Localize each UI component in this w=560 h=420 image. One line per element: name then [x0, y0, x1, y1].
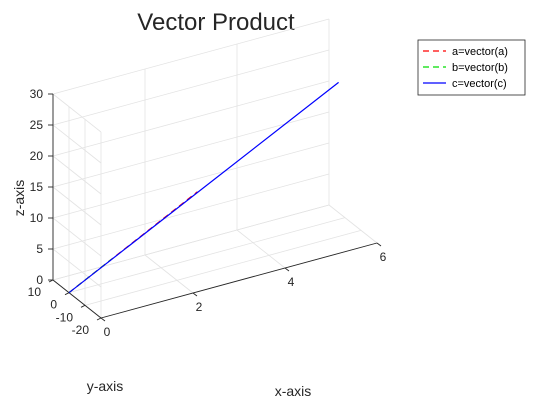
- x-tick-mark: [284, 267, 290, 272]
- grid-line: [68, 217, 346, 294]
- y-tick-mark: [96, 317, 102, 321]
- x-tick-mark: [376, 242, 382, 247]
- x-axis-line: [100, 242, 378, 319]
- x-tick-label: 4: [288, 275, 295, 289]
- grid-line: [144, 254, 194, 294]
- legend-label: c=vector(c): [452, 78, 507, 90]
- z-tick-label: 5: [36, 242, 43, 256]
- legend-label: a=vector(a): [452, 46, 508, 58]
- grid-line: [52, 217, 102, 257]
- y-tick-label: -20: [72, 323, 90, 337]
- z-tick-label: 15: [30, 180, 44, 194]
- y-tick-mark: [64, 292, 70, 296]
- legend: a=vector(a) b=vector(b) c=vector(c): [417, 39, 526, 96]
- x-tick-mark: [100, 317, 106, 322]
- x-tick-mark: [192, 292, 198, 297]
- x-tick-label: 2: [196, 300, 203, 314]
- z-axis-label: z-axis: [11, 180, 27, 217]
- grid-line: [52, 248, 102, 288]
- z-tick-label: 20: [30, 149, 44, 163]
- x-tick-label: 6: [380, 250, 387, 264]
- grid-line: [52, 186, 102, 226]
- y-tick-mark: [80, 304, 86, 308]
- grid-line: [236, 229, 286, 269]
- grid-line: [52, 124, 102, 164]
- y-tick-label: -10: [56, 310, 74, 324]
- grid-line: [52, 155, 102, 195]
- grid-line: [52, 173, 330, 250]
- series-lines: [68, 81, 339, 294]
- grid-line: [52, 204, 330, 281]
- z-tick-label: 30: [30, 87, 44, 101]
- grid-line: [52, 142, 330, 219]
- y-axis-line: [52, 279, 102, 319]
- grid: [52, 18, 378, 319]
- grid-line: [52, 49, 330, 126]
- y-axis-label: y-axis: [87, 378, 124, 394]
- grid-line: [328, 204, 378, 244]
- z-tick-label: 25: [30, 118, 44, 132]
- z-tick-label: 0: [36, 273, 43, 287]
- grid-line: [52, 80, 330, 157]
- grid-line: [52, 18, 330, 95]
- chart-title: Vector Product: [137, 9, 295, 36]
- x-axis-label: x-axis: [275, 383, 312, 399]
- axes: [52, 94, 378, 319]
- legend-label: b=vector(b): [452, 62, 508, 74]
- grid-line: [52, 111, 330, 188]
- series-line: [68, 81, 339, 294]
- z-tick-label: 10: [30, 211, 44, 225]
- grid-line: [84, 229, 362, 306]
- y-tick-label: 0: [50, 298, 57, 312]
- y-tick-label: 10: [28, 285, 42, 299]
- grid-line: [52, 93, 102, 133]
- x-tick-label: 0: [104, 325, 111, 339]
